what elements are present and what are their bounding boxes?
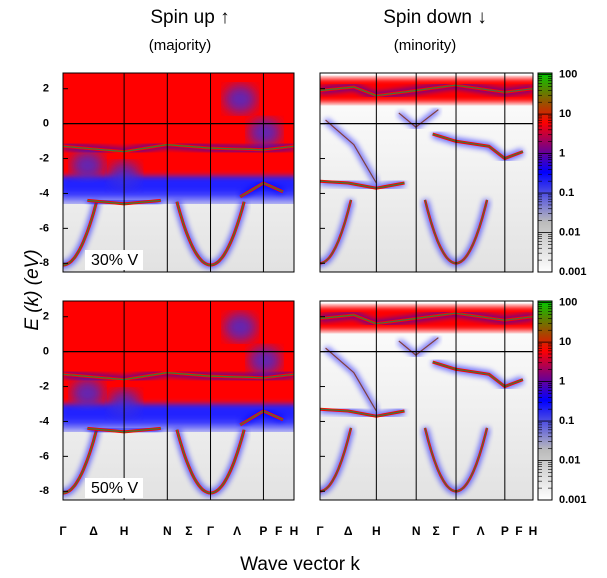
x-tick-label: Λ xyxy=(477,524,485,538)
colorbar-tick-label: 0.001 xyxy=(559,266,587,278)
band-core xyxy=(63,429,97,494)
blue-blob xyxy=(71,379,104,408)
colorbar-tick-label: 100 xyxy=(559,297,577,309)
panel-frame xyxy=(319,300,534,501)
colorbar-tick-label: 0.01 xyxy=(559,226,580,238)
band-core xyxy=(432,133,524,159)
colorbar-tick-label: 1 xyxy=(559,147,565,159)
heatmap-background xyxy=(320,73,533,272)
column-subtitle: (majority) xyxy=(149,37,212,54)
blue-blob xyxy=(248,346,281,375)
x-tick-label: H xyxy=(120,524,129,538)
colorbar-tick-label: 0.01 xyxy=(559,454,580,466)
y-tick-label: -4 xyxy=(39,415,50,427)
y-axis-label: E (k) (eV) xyxy=(22,249,43,330)
y-tick-label: -6 xyxy=(39,450,49,462)
band-core xyxy=(320,427,352,492)
x-tick-label: F xyxy=(275,524,282,538)
y-tick-label: -8 xyxy=(39,485,49,497)
y-tick-label: 0 xyxy=(43,346,49,358)
x-tick-label: F xyxy=(515,524,522,538)
x-tick-label: H xyxy=(290,524,299,538)
column-title: Spin up ↑ xyxy=(150,7,229,28)
colorbar-tick-label: 100 xyxy=(559,69,577,81)
y-tick-label: -2 xyxy=(39,380,49,392)
x-tick-label: H xyxy=(372,524,381,538)
heatmap-background xyxy=(320,301,533,500)
colorbar-tick-label: 0.001 xyxy=(559,494,587,506)
band-core xyxy=(325,119,377,184)
colorbar-tick-label: 10 xyxy=(559,108,571,120)
column-subtitle: (minority) xyxy=(394,37,457,54)
annotation-box xyxy=(85,478,143,498)
band-core xyxy=(63,201,97,266)
colorbar-tick-label: 0.1 xyxy=(559,187,574,199)
y-tick-label: 2 xyxy=(43,83,49,95)
annotation: 30% V xyxy=(91,252,138,269)
band-core xyxy=(63,372,294,381)
panel-frame xyxy=(62,300,295,501)
x-tick-label: Δ xyxy=(344,524,353,538)
x-tick-label: N xyxy=(412,524,421,538)
y-tick-label: -2 xyxy=(39,152,49,164)
panel-frame xyxy=(62,72,295,273)
colorbar xyxy=(537,72,553,273)
x-tick-label: N xyxy=(163,524,172,538)
x-tick-label: Δ xyxy=(89,524,98,538)
y-tick-label: -4 xyxy=(39,187,50,199)
x-tick-label: Γ xyxy=(59,524,67,538)
x-tick-label: Γ xyxy=(452,524,460,538)
blue-blob xyxy=(224,85,257,114)
x-tick-label: P xyxy=(259,524,267,538)
panel-frame xyxy=(319,72,534,273)
x-tick-label: Σ xyxy=(432,524,439,538)
x-tick-label: Γ xyxy=(316,524,324,538)
band-core xyxy=(432,361,524,387)
band-core xyxy=(63,144,294,153)
band-core xyxy=(320,408,405,417)
annotation-box xyxy=(85,250,143,270)
blue-blob xyxy=(248,118,281,147)
x-tick-label: H xyxy=(529,524,538,538)
x-tick-label: P xyxy=(501,524,509,538)
band-core xyxy=(325,347,377,412)
band-core xyxy=(320,199,352,264)
colorbar-tick-label: 1 xyxy=(559,375,565,387)
x-tick-label: Σ xyxy=(185,524,192,538)
colorbar-tick-label: 0.1 xyxy=(559,415,574,427)
column-title: Spin down ↓ xyxy=(383,7,487,28)
heatmap xyxy=(320,301,533,500)
blue-blob xyxy=(71,151,104,180)
x-axis-label: Wave vector k xyxy=(240,554,360,575)
y-tick-label: -8 xyxy=(39,257,49,269)
colorbar-tick-label: 10 xyxy=(559,336,571,348)
x-tick-label: Γ xyxy=(207,524,215,538)
colorbar xyxy=(537,300,553,501)
heatmap xyxy=(63,301,294,500)
y-tick-label: 0 xyxy=(43,118,49,130)
band-core xyxy=(320,180,405,189)
y-tick-label: -6 xyxy=(39,222,49,234)
x-tick-label: Λ xyxy=(233,524,241,538)
heatmap xyxy=(63,73,294,272)
blue-blob xyxy=(224,313,257,342)
annotation: 50% V xyxy=(91,480,138,497)
y-tick-label: 2 xyxy=(43,311,49,323)
